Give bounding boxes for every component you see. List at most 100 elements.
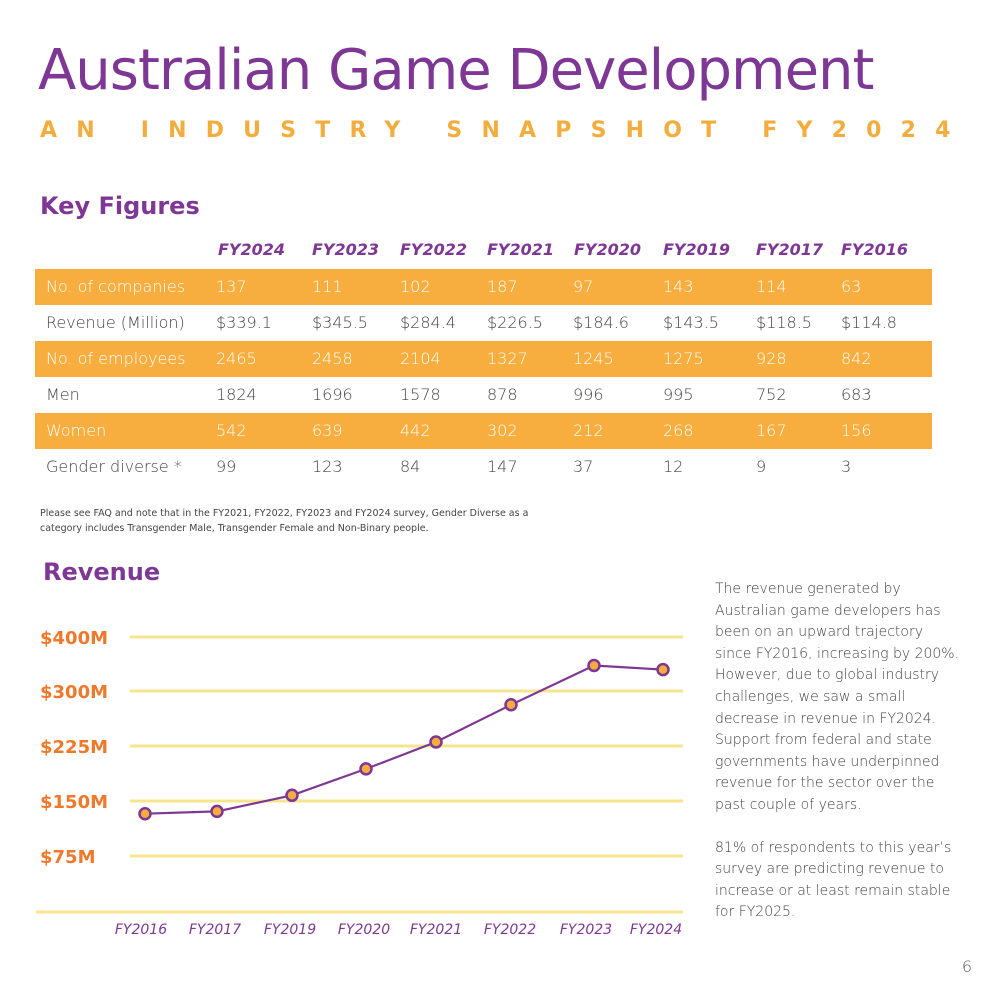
footnote-line: category includes Transgender Male, Tran…: [40, 523, 429, 534]
x-tick-label: FY2019: [264, 922, 316, 938]
key-figures-heading: Key Figures: [40, 192, 200, 220]
data-point-marker: [504, 698, 518, 712]
table-footnote: Please see FAQ and note that in the FY20…: [40, 506, 600, 536]
table-cell: 1578: [400, 385, 441, 404]
revenue-heading: Revenue: [43, 558, 161, 586]
table-cell: 84: [400, 457, 421, 476]
y-tick-label: $300M: [40, 682, 108, 703]
table-cell: 97: [573, 277, 594, 296]
table-cell: 12: [663, 457, 684, 476]
table-cell: 1696: [312, 385, 353, 404]
table-cell: 996: [573, 385, 604, 404]
table-cell: 752: [756, 385, 787, 404]
table-cell: 878: [487, 385, 518, 404]
x-tick-label: FY2020: [338, 922, 390, 938]
table-cell: 143: [663, 277, 694, 296]
table-cell: $339.1: [216, 313, 272, 332]
table-cell: 63: [841, 277, 862, 296]
table-row: Men 1824 1696 1578 878 996 995 752 683: [35, 377, 932, 413]
y-tick-label: $75M: [40, 847, 96, 868]
table-cell: 1245: [573, 349, 614, 368]
table-cell: 37: [573, 457, 594, 476]
data-point-marker: [587, 658, 601, 673]
data-point-marker: [359, 762, 373, 776]
table-row: Gender diverse * 99 123 84 147 37 12 9 3: [35, 449, 932, 485]
table-cell: 268: [663, 421, 694, 440]
table-cell: 102: [400, 277, 431, 296]
table-row: No. of companies 137 111 102 187 97 143 …: [35, 269, 932, 305]
column-header: FY2021: [487, 240, 555, 259]
page-title: Australian Game Development: [38, 38, 875, 103]
x-tick-label: FY2022: [484, 922, 536, 938]
table-cell: 639: [312, 421, 343, 440]
table-cell: 2465: [216, 349, 257, 368]
data-point-marker: [210, 804, 224, 819]
key-figures-table: FY2024 FY2023 FY2022 FY2021 FY2020 FY201…: [35, 232, 932, 485]
row-label: No. of employees: [46, 349, 186, 368]
x-tick-label: FY2017: [189, 922, 241, 938]
y-tick-label: $150M: [40, 792, 108, 813]
table-cell: 9: [756, 457, 767, 476]
row-label: Men: [46, 385, 80, 404]
table-cell: $345.5: [312, 313, 368, 332]
revenue-description: The revenue generated by Australian game…: [715, 579, 960, 945]
table-row: Revenue (Million) $339.1 $345.5 $284.4 $…: [35, 305, 932, 341]
table-cell: $284.4: [400, 313, 456, 332]
row-label: Gender diverse *: [46, 457, 182, 476]
page-subtitle: AN INDUSTRY SNAPSHOT FY2024: [40, 118, 970, 143]
table-cell: 542: [216, 421, 247, 440]
data-point-marker: [138, 806, 152, 821]
table-cell: $226.5: [487, 313, 543, 332]
table-cell: $114.8: [841, 313, 897, 332]
row-label: Revenue (Million): [46, 313, 185, 332]
table-cell: 442: [400, 421, 431, 440]
table-cell: 842: [841, 349, 872, 368]
column-header: FY2019: [663, 240, 731, 259]
x-tick-label: FY2023: [560, 922, 612, 938]
column-header: FY2024: [218, 240, 286, 259]
table-cell: 187: [487, 277, 518, 296]
table-cell: 2458: [312, 349, 353, 368]
table-cell: 167: [756, 421, 787, 440]
table-cell: 2104: [400, 349, 441, 368]
table-row: No. of employees 2465 2458 2104 1327 124…: [35, 341, 932, 377]
revenue-line: [144, 664, 664, 815]
table-cell: 1824: [216, 385, 257, 404]
table-cell: 147: [487, 457, 518, 476]
table-cell: $143.5: [663, 313, 719, 332]
x-tick-label: FY2016: [115, 922, 167, 938]
column-header: FY2020: [574, 240, 642, 259]
x-tick-label: FY2021: [410, 922, 462, 938]
table-header-row: FY2024 FY2023 FY2022 FY2021 FY2020 FY201…: [35, 232, 932, 269]
table-cell: 995: [663, 385, 694, 404]
row-label: No. of companies: [46, 277, 186, 296]
table-cell: 156: [841, 421, 872, 440]
data-point-marker: [429, 735, 443, 749]
column-header: FY2017: [756, 240, 824, 259]
data-point-marker: [285, 788, 299, 803]
table-cell: 928: [756, 349, 787, 368]
table-cell: $184.6: [573, 313, 629, 332]
table-cell: $118.5: [756, 313, 812, 332]
data-point-marker: [656, 662, 670, 677]
table-row: Women 542 639 442 302 212 268 167 156: [35, 413, 932, 449]
y-tick-label: $225M: [40, 737, 108, 758]
column-header: FY2016: [841, 240, 909, 259]
table-cell: 302: [487, 421, 518, 440]
table-cell: 212: [573, 421, 604, 440]
table-cell: 99: [216, 457, 237, 476]
table-cell: 111: [312, 277, 343, 296]
description-paragraph: 81% of respondents to this year’s survey…: [715, 839, 952, 921]
y-tick-label: $400M: [40, 628, 108, 649]
description-paragraph: The revenue generated by Australian game…: [715, 581, 960, 813]
table-cell: 1275: [663, 349, 704, 368]
table-cell: 3: [841, 457, 852, 476]
table-cell: 137: [216, 277, 247, 296]
x-tick-label: FY2024: [630, 922, 682, 938]
table-cell: 683: [841, 385, 872, 404]
table-cell: 1327: [487, 349, 528, 368]
column-header: FY2023: [312, 240, 380, 259]
row-label: Women: [46, 421, 107, 440]
table-cell: 114: [756, 277, 787, 296]
column-header: FY2022: [400, 240, 468, 259]
